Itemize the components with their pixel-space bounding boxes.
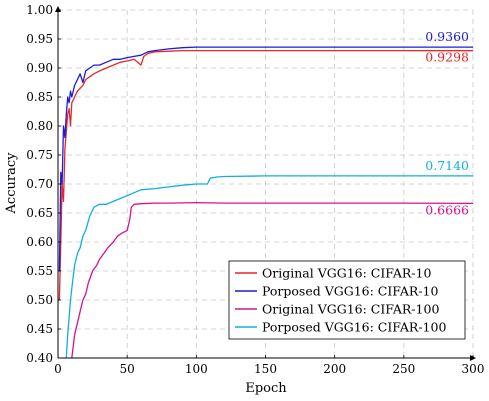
x-tick-label: 150	[254, 362, 277, 376]
x-tick-label: 0	[54, 362, 62, 376]
x-tick-label: 50	[120, 362, 135, 376]
final-value-annotations: 0.9298 0.9360 0.6666 0.7140	[425, 29, 469, 217]
series-line-2	[71, 201, 474, 359]
y-tick-label: 0.95	[26, 32, 53, 46]
y-tick-label: 0.85	[26, 90, 53, 104]
x-tick-label: 100	[185, 362, 208, 376]
y-tick-label: 0.70	[26, 177, 53, 191]
legend-entry-2: Original VGG16: CIFAR-100	[262, 302, 439, 317]
y-tick-label: 0.40	[26, 351, 53, 365]
tick-labels: 0 50 100 150 200 250 300 0.40 0.45 0.50 0.55 0.60 0.…	[26, 3, 484, 376]
legend-entry-3: Porposed VGG16: CIFAR-100	[262, 320, 446, 335]
y-tick-label: 0.65	[26, 206, 53, 220]
x-tick-label: 250	[392, 362, 415, 376]
series-line-3	[65, 175, 473, 359]
legend: Original VGG16: CIFAR-10 Porposed VGG16: …	[228, 260, 466, 340]
y-tick-label: 0.55	[26, 264, 53, 278]
x-tick-label: 300	[462, 362, 485, 376]
y-tick-label: 0.60	[26, 235, 53, 249]
y-axis-label: Accuracy	[4, 152, 19, 215]
series-lines	[58, 46, 474, 359]
x-axis-label: Epoch	[245, 381, 287, 396]
legend-entry-0: Original VGG16: CIFAR-10	[262, 266, 431, 281]
y-axis-arrow-icon	[55, 6, 61, 12]
y-tick-label: 0.90	[26, 61, 53, 75]
y-tick-label: 0.45	[26, 322, 53, 336]
x-tick-label: 200	[323, 362, 346, 376]
final-value-label-0: 0.9298	[425, 50, 469, 65]
final-value-label-1: 0.9360	[425, 29, 469, 44]
legend-box	[228, 260, 466, 340]
legend-entry-1: Porposed VGG16: CIFAR-10	[262, 284, 439, 299]
y-tick-label: 0.80	[26, 119, 53, 133]
y-tick-label: 0.50	[26, 293, 53, 307]
y-tick-label: 0.75	[26, 148, 53, 162]
final-value-label-3: 0.7140	[425, 158, 469, 173]
grid-lines	[58, 9, 474, 358]
y-tick-label: 1.00	[26, 3, 53, 17]
series-line-1	[58, 46, 473, 272]
final-value-label-2: 0.6666	[425, 202, 469, 217]
series-line-0	[58, 49, 474, 301]
